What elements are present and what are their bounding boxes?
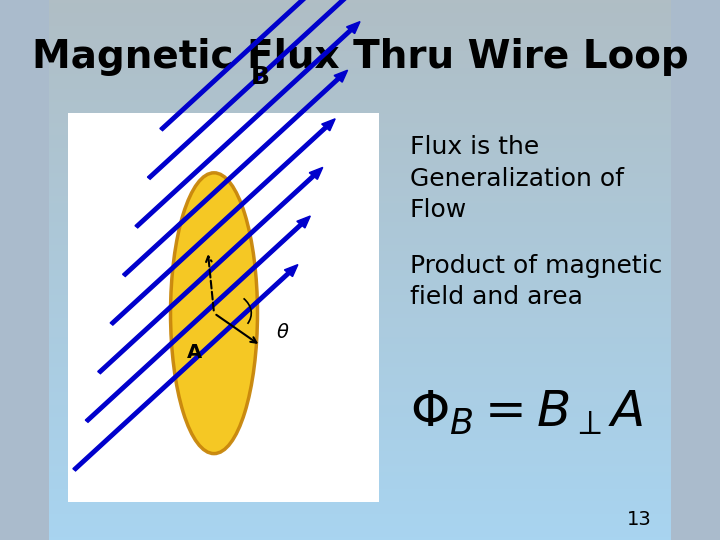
- Text: Flux is the
Generalization of
Flow: Flux is the Generalization of Flow: [410, 135, 624, 222]
- FancyBboxPatch shape: [68, 113, 379, 502]
- Text: $\Phi_{B} = B_{\perp}A$: $\Phi_{B} = B_{\perp}A$: [410, 389, 642, 437]
- FancyArrow shape: [122, 70, 348, 276]
- Text: Product of magnetic
field and area: Product of magnetic field and area: [410, 254, 662, 309]
- FancyArrow shape: [73, 265, 298, 471]
- FancyArrow shape: [135, 22, 360, 228]
- Ellipse shape: [171, 173, 258, 454]
- FancyArrow shape: [148, 0, 372, 179]
- FancyArrow shape: [98, 167, 323, 374]
- Text: Magnetic Flux Thru Wire Loop: Magnetic Flux Thru Wire Loop: [32, 38, 688, 76]
- FancyArrow shape: [160, 0, 385, 131]
- Text: 13: 13: [627, 510, 652, 529]
- FancyArrow shape: [85, 216, 310, 422]
- FancyArrow shape: [110, 119, 335, 325]
- Text: A: A: [186, 343, 202, 362]
- Text: $\theta$: $\theta$: [276, 322, 289, 342]
- Text: B: B: [251, 65, 270, 89]
